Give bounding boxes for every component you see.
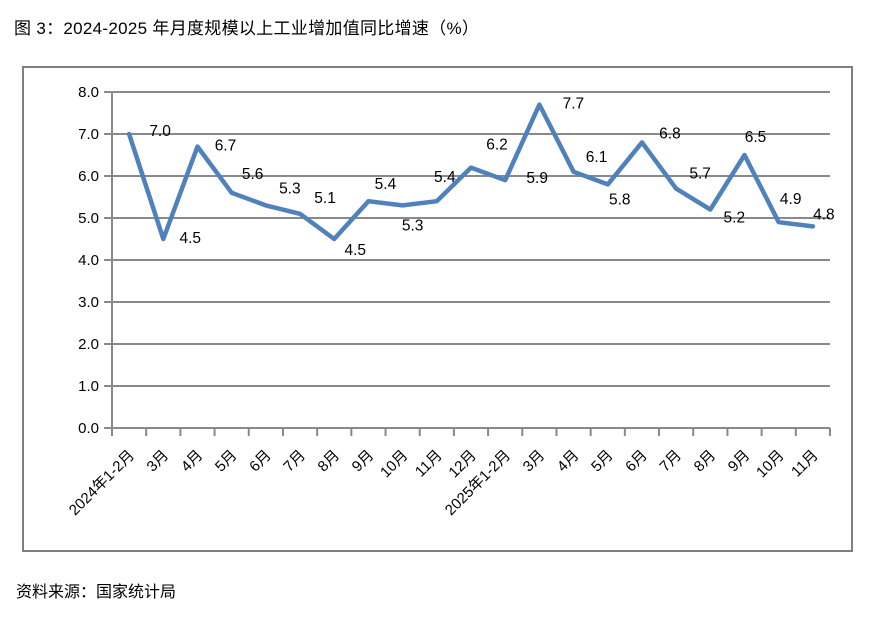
data-point-label: 5.4 <box>375 176 397 193</box>
x-tick-label: 5月 <box>212 447 241 476</box>
x-tick-label: 3月 <box>144 447 173 476</box>
x-tick-label: 4月 <box>178 447 207 476</box>
x-tick-label: 7月 <box>280 447 309 476</box>
source-note: 资料来源：国家统计局 <box>16 584 177 601</box>
data-point-label: 4.9 <box>780 191 802 208</box>
x-tick-label: 5月 <box>588 447 617 476</box>
x-tick-label: 10月 <box>753 447 787 481</box>
data-point-label: 4.5 <box>180 230 202 247</box>
x-tick-label: 11月 <box>412 447 446 481</box>
y-tick-label: 0.0 <box>78 420 99 437</box>
x-tick-label: 10月 <box>377 447 411 481</box>
x-tick-label: 3月 <box>520 447 549 476</box>
x-tick-label: 2024年1-2月 <box>66 447 138 519</box>
data-point-label: 4.5 <box>344 242 366 259</box>
y-tick-label: 4.0 <box>78 252 99 269</box>
data-point-label: 6.5 <box>745 129 767 146</box>
data-point-label: 5.3 <box>279 180 301 197</box>
data-point-label: 5.2 <box>724 210 746 227</box>
figure-title: 图 3：2024-2025 年月度规模以上工业增加值同比增速（%） <box>14 19 480 38</box>
chart-frame: 0.0 1.0 2.0 3.0 4.0 5.0 6.0 7.0 8.0 2024年1-2月 3月 4月… <box>22 66 853 552</box>
x-tick-label: 8月 <box>315 447 344 476</box>
data-point-label: 6.1 <box>586 149 608 166</box>
data-point-label: 5.3 <box>402 217 424 234</box>
y-tick-label: 1.0 <box>78 378 99 395</box>
x-tick-label: 6月 <box>246 447 275 476</box>
x-tick-label: 7月 <box>656 447 685 476</box>
x-tick-label: 4月 <box>554 447 583 476</box>
x-tick-label: 8月 <box>691 447 720 476</box>
data-point-label: 6.2 <box>486 137 508 154</box>
x-tick-label: 9月 <box>725 447 754 476</box>
data-point-label: 7.0 <box>149 123 171 140</box>
x-tick-label: 9月 <box>349 447 378 476</box>
data-point-label: 5.7 <box>689 166 711 183</box>
data-point-label: 7.7 <box>563 96 585 113</box>
data-point-label: 5.1 <box>314 190 336 207</box>
y-tick-label: 8.0 <box>78 84 99 101</box>
y-tick-label: 3.0 <box>78 294 99 311</box>
x-tick-label: 6月 <box>622 447 651 476</box>
data-point-label: 6.7 <box>215 138 237 155</box>
y-tick-label: 5.0 <box>78 210 99 227</box>
data-point-label: 4.8 <box>813 206 835 223</box>
data-point-label: 6.8 <box>659 125 681 142</box>
data-point-label: 5.6 <box>242 166 264 183</box>
data-point-label: 5.8 <box>609 191 631 208</box>
data-point-label: 5.9 <box>526 170 548 187</box>
data-series-line <box>126 102 816 242</box>
y-tick-label: 6.0 <box>78 168 99 185</box>
y-tick-label: 2.0 <box>78 336 99 353</box>
y-tick-label: 7.0 <box>78 126 99 143</box>
data-point-label: 5.4 <box>434 169 456 186</box>
x-tick-label: 11月 <box>788 447 822 481</box>
